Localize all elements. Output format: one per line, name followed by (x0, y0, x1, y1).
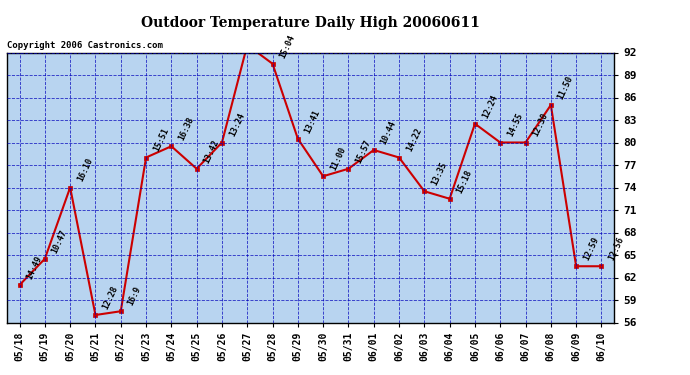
Text: 12:28: 12:28 (101, 284, 120, 311)
Text: 10:44: 10:44 (380, 119, 398, 146)
Text: 15:04: 15:04 (278, 33, 297, 60)
Text: 16:38: 16:38 (177, 116, 196, 142)
Text: 16:10: 16:10 (76, 157, 95, 183)
Text: 15:18: 15:18 (455, 168, 474, 195)
Text: 15:51: 15:51 (152, 127, 170, 153)
Text: 13:24: 13:24 (228, 112, 246, 138)
Text: 13:35: 13:35 (430, 160, 448, 187)
Text: 13:41: 13:41 (304, 108, 322, 135)
Text: Outdoor Temperature Daily High 20060611: Outdoor Temperature Daily High 20060611 (141, 15, 480, 30)
Text: Copyright 2006 Castronics.com: Copyright 2006 Castronics.com (7, 41, 163, 50)
Text: 11:00: 11:00 (328, 146, 348, 172)
Text: 11:50: 11:50 (556, 74, 575, 101)
Text: 12:56: 12:56 (607, 236, 626, 262)
Text: 17:01: 17:01 (0, 374, 1, 375)
Text: 12:30: 12:30 (531, 112, 550, 138)
Text: 15:57: 15:57 (354, 138, 373, 165)
Text: 12:24: 12:24 (480, 93, 500, 120)
Text: 13:42: 13:42 (202, 138, 221, 165)
Text: 12:59: 12:59 (582, 236, 600, 262)
Text: 10:47: 10:47 (50, 228, 69, 255)
Text: 14:55: 14:55 (506, 112, 524, 138)
Text: 14:22: 14:22 (404, 127, 424, 153)
Text: 14:49: 14:49 (25, 254, 44, 281)
Text: 16:9: 16:9 (126, 285, 143, 307)
